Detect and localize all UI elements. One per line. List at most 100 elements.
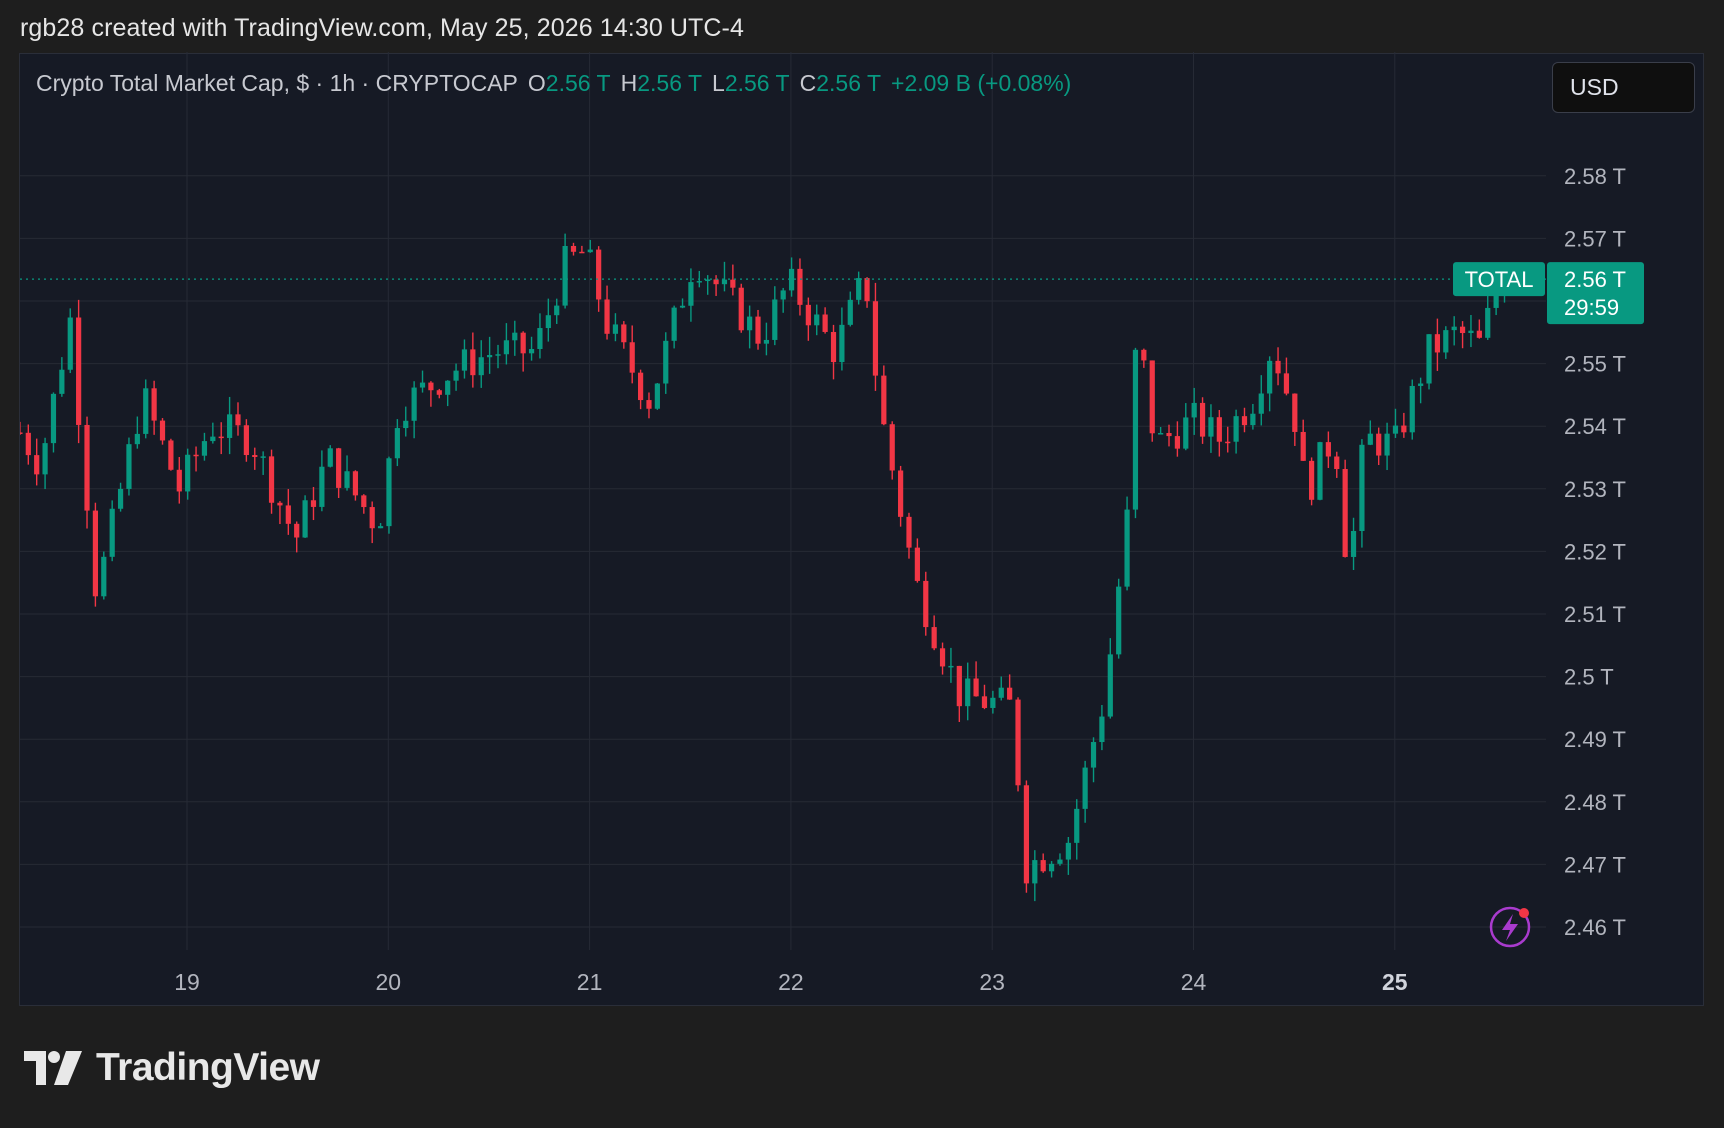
candle-body — [889, 424, 895, 471]
candle-body — [478, 357, 484, 376]
candle-body — [50, 393, 57, 444]
x-tick-label: 24 — [1181, 969, 1207, 995]
candle-body — [1183, 417, 1189, 449]
candle-body — [528, 349, 535, 354]
candle-body — [1116, 586, 1122, 655]
candle-body — [411, 387, 417, 421]
legend-high-value: 2.56 T — [637, 70, 703, 96]
last-price-value: 2.56 T — [1564, 267, 1626, 292]
candle-body — [1174, 436, 1180, 449]
legend-low-label: L — [712, 70, 725, 96]
candles-group — [20, 233, 1508, 902]
candle-body — [763, 339, 770, 344]
y-tick-label: 2.5 T — [1564, 665, 1614, 690]
candle-body — [84, 424, 90, 511]
candle-body — [327, 448, 333, 467]
candle-body — [285, 505, 291, 524]
candle-body — [143, 388, 149, 434]
candle-body — [688, 282, 694, 306]
candle-body — [839, 324, 845, 363]
candle-body — [847, 299, 853, 325]
candle-body — [1074, 808, 1080, 843]
candle-body — [101, 556, 107, 597]
tradingview-wordmark: TradingView — [96, 1046, 320, 1089]
candle-body — [629, 342, 635, 373]
candle-body — [1233, 416, 1239, 442]
legend-open-label: O — [527, 70, 546, 96]
candle-body — [20, 432, 23, 434]
candle-body — [377, 526, 384, 529]
tradingview-footer-logo[interactable]: TradingView — [24, 1046, 320, 1090]
candle-body — [361, 495, 367, 508]
x-tick-label: 21 — [577, 969, 603, 995]
candle-body — [1367, 433, 1373, 445]
candle-body — [185, 454, 191, 492]
candle-body — [545, 315, 551, 329]
legend-change-value: +2.09 B (+0.08%) — [891, 70, 1072, 96]
candle-body — [1040, 860, 1046, 872]
candle-body — [562, 245, 568, 306]
candle-body — [1308, 460, 1315, 500]
currency-selector-button[interactable]: USD — [1552, 62, 1695, 113]
candle-body — [872, 301, 879, 376]
candle-body — [646, 400, 652, 409]
candle-body — [612, 324, 619, 334]
candle-body — [159, 420, 166, 441]
candle-body — [797, 268, 803, 305]
y-tick-label: 2.51 T — [1564, 602, 1626, 627]
y-tick-label: 2.52 T — [1564, 539, 1626, 564]
tradingview-logo-icon — [24, 1051, 82, 1085]
candle-body — [1065, 842, 1071, 860]
candle-body — [436, 390, 442, 395]
candle-body — [931, 627, 937, 649]
candle-body — [1225, 441, 1231, 444]
candle-body — [587, 249, 593, 253]
candle-body — [176, 469, 182, 492]
symbol-badge — [1453, 262, 1545, 297]
candle-body — [59, 369, 65, 394]
y-tick-label: 2.57 T — [1564, 226, 1626, 251]
candle-body — [705, 279, 711, 282]
candle-body — [1250, 413, 1256, 426]
candle-body — [1434, 334, 1441, 353]
candle-body — [965, 678, 971, 707]
candle-body — [721, 279, 728, 285]
candle-body — [856, 278, 862, 300]
legend-low-value: 2.56 T — [724, 70, 790, 96]
candle-body — [1401, 425, 1407, 433]
candle-body — [151, 388, 157, 421]
candle-body — [1267, 360, 1273, 394]
candle-body — [76, 317, 82, 425]
x-tick-label: 19 — [174, 969, 200, 995]
y-tick-label: 2.55 T — [1564, 352, 1626, 377]
y-tick-label: 2.46 T — [1564, 915, 1626, 940]
candle-body — [1392, 425, 1399, 434]
candle-body — [109, 508, 115, 557]
lightning-alert-icon[interactable] — [1489, 906, 1531, 948]
candle-body — [671, 307, 677, 341]
candle-body — [830, 331, 837, 363]
candle-body — [1208, 417, 1214, 437]
candle-body — [227, 414, 233, 438]
candle-body — [1359, 444, 1365, 532]
candle-body — [1426, 334, 1432, 384]
candle-body — [193, 454, 199, 457]
candle-body — [260, 456, 266, 458]
chart-credit: rgb28 created with TradingView.com, May … — [20, 14, 744, 42]
candle-body — [1082, 767, 1088, 809]
y-tick-label: 2.49 T — [1564, 727, 1626, 752]
candle-body — [747, 316, 753, 331]
chart-panel[interactable] — [19, 53, 1704, 1006]
candle-body — [1493, 295, 1499, 308]
candle-body — [1241, 416, 1248, 426]
candle-body — [336, 448, 342, 488]
candle-body — [1409, 385, 1415, 433]
candle-body — [1468, 330, 1474, 334]
candle-body — [1057, 859, 1063, 864]
candle-body — [1275, 360, 1281, 374]
candle-body — [1300, 431, 1306, 461]
candle-body — [755, 316, 761, 344]
candle-body — [730, 279, 736, 288]
candle-body — [67, 317, 73, 370]
